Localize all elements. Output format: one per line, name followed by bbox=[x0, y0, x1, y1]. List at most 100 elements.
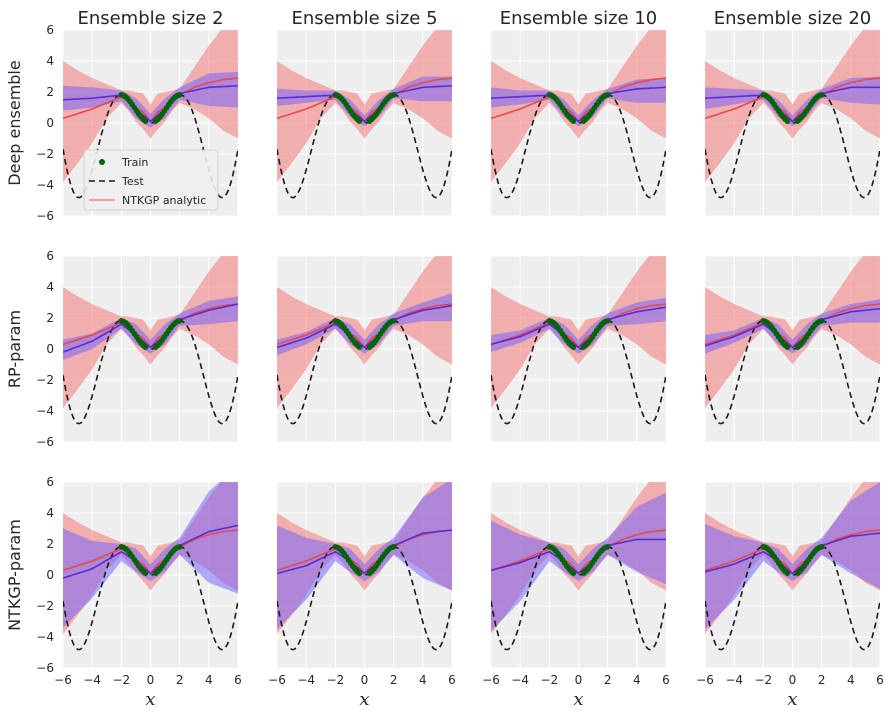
x-tick-label: 0 bbox=[575, 673, 583, 687]
column-title: Ensemble size 5 bbox=[291, 8, 437, 29]
train-point bbox=[570, 344, 577, 350]
y-tick-label: −4 bbox=[36, 178, 54, 192]
y-tick-label: −6 bbox=[36, 661, 54, 675]
panel-r1-c3 bbox=[704, 255, 881, 443]
ensemble-band bbox=[63, 296, 238, 360]
ensemble-band bbox=[277, 76, 452, 127]
legend-box bbox=[83, 149, 219, 211]
column-title: Ensemble size 2 bbox=[77, 8, 223, 29]
test-line bbox=[277, 320, 452, 425]
panel-plot-area bbox=[491, 482, 666, 651]
y-tick-label: −4 bbox=[36, 630, 54, 644]
panel-plot-area bbox=[277, 256, 452, 425]
x-tick-label: 6 bbox=[662, 673, 670, 687]
ensemble-band bbox=[491, 297, 666, 354]
train-point bbox=[142, 570, 149, 576]
x-tick-label: −6 bbox=[54, 673, 72, 687]
ensemble-mean-line bbox=[705, 532, 880, 575]
ensemble-band bbox=[63, 71, 238, 128]
row-label: RP-param bbox=[5, 310, 24, 388]
analytic-band bbox=[491, 256, 666, 408]
x-tick-label: −6 bbox=[482, 673, 500, 687]
legend: Train Test NTKGP analytic bbox=[83, 149, 219, 211]
legend-label: Train bbox=[121, 156, 148, 169]
train-point bbox=[570, 118, 577, 124]
y-tick-label: −4 bbox=[36, 404, 54, 418]
x-axis-label: x bbox=[359, 689, 369, 710]
analytic-band bbox=[491, 30, 666, 182]
analytic-band bbox=[705, 256, 880, 408]
column-title: Ensemble size 10 bbox=[500, 8, 658, 29]
x-tick-label: −2 bbox=[112, 673, 130, 687]
x-tick-label: 6 bbox=[234, 673, 242, 687]
x-tick-label: −4 bbox=[297, 673, 315, 687]
y-tick-label: 6 bbox=[46, 475, 54, 489]
train-point bbox=[784, 570, 791, 576]
x-tick-label: −4 bbox=[725, 673, 743, 687]
ensemble-mean-line bbox=[491, 306, 666, 349]
train-point bbox=[176, 544, 183, 550]
train-point bbox=[356, 118, 363, 124]
x-tick-label: −2 bbox=[540, 673, 558, 687]
legend-label: NTKGP analytic bbox=[122, 194, 206, 207]
panel-plot-area bbox=[491, 256, 666, 425]
ensemble-mean-line bbox=[277, 85, 452, 123]
y-tick-label: −2 bbox=[36, 373, 54, 387]
x-tick-label: 4 bbox=[419, 673, 427, 687]
y-tick-label: 0 bbox=[46, 116, 54, 130]
ensemble-mean-line bbox=[705, 86, 880, 123]
column-title: Ensemble size 20 bbox=[714, 8, 872, 29]
test-line bbox=[277, 546, 452, 651]
panel-plot-area bbox=[705, 482, 880, 651]
y-tick-label: 2 bbox=[46, 85, 54, 99]
panel-r1-c2 bbox=[490, 255, 667, 443]
x-tick-label: −4 bbox=[83, 673, 101, 687]
x-axis-label: x bbox=[573, 689, 583, 710]
x-axis-label: x bbox=[787, 689, 797, 710]
ensemble-band bbox=[705, 482, 880, 630]
x-tick-label: −6 bbox=[268, 673, 286, 687]
x-tick-label: −4 bbox=[511, 673, 529, 687]
x-tick-label: 6 bbox=[448, 673, 456, 687]
panel-plot-area bbox=[63, 482, 238, 651]
y-tick-label: 6 bbox=[46, 249, 54, 263]
analytic-band bbox=[277, 256, 452, 408]
x-tick-label: 4 bbox=[847, 673, 855, 687]
test-line bbox=[277, 94, 452, 199]
legend-train-marker bbox=[99, 159, 105, 165]
test-line bbox=[491, 94, 666, 199]
test-line bbox=[705, 546, 880, 651]
y-tick-label: −6 bbox=[36, 435, 54, 449]
y-tick-label: 2 bbox=[46, 537, 54, 551]
y-tick-label: −2 bbox=[36, 147, 54, 161]
panel-r0-c1 bbox=[276, 29, 453, 217]
panel-r0-c3 bbox=[704, 29, 881, 217]
analytic-band bbox=[63, 256, 238, 408]
panel-plot-area bbox=[705, 256, 880, 425]
panel-r2-c3: −6 −4 −2 0 2 4 6 x bbox=[696, 481, 884, 710]
x-tick-label: 0 bbox=[789, 673, 797, 687]
train-point bbox=[390, 318, 397, 324]
y-tick-label: 4 bbox=[46, 506, 54, 520]
train-point bbox=[784, 118, 791, 124]
ensemble-mean-line bbox=[63, 524, 238, 579]
ensemble-mean-line bbox=[705, 307, 880, 349]
x-tick-label: 0 bbox=[361, 673, 369, 687]
x-tick-label: 2 bbox=[818, 673, 826, 687]
analytic-band bbox=[63, 30, 238, 182]
ensemble-mean-line bbox=[63, 303, 238, 353]
panel-plot-area bbox=[277, 30, 452, 199]
ensemble-band bbox=[491, 78, 666, 127]
y-tick-label: 4 bbox=[46, 54, 54, 68]
x-tick-label: −2 bbox=[326, 673, 344, 687]
train-point bbox=[142, 118, 149, 124]
panel-r2-c0: −6 −4 −2 0 2 4 6 −6 −4 −2 0 2 4 6 x bbox=[36, 475, 242, 710]
x-tick-label: 4 bbox=[633, 673, 641, 687]
test-line bbox=[63, 320, 238, 425]
panel-r2-c2: −6 −4 −2 0 2 4 6 x bbox=[482, 481, 670, 710]
x-tick-label: 2 bbox=[176, 673, 184, 687]
x-tick-label: 6 bbox=[876, 673, 884, 687]
panel-r1-c1 bbox=[276, 255, 453, 443]
x-tick-label: 4 bbox=[205, 673, 213, 687]
ensemble-mean-line bbox=[277, 304, 452, 349]
